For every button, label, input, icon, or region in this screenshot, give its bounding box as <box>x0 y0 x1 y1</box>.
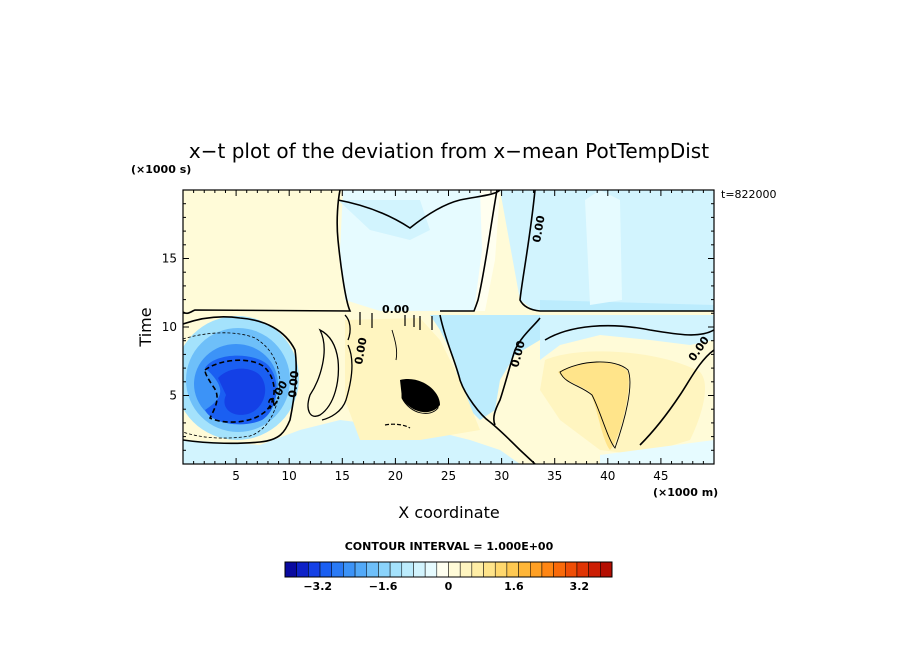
contour-label-c: 0.00 <box>352 336 370 365</box>
region-cool-right <box>540 315 714 360</box>
x-tick-label: 35 <box>547 469 562 483</box>
y-tick-label: 15 <box>162 252 177 266</box>
region-warm-center <box>345 318 480 440</box>
colorbar-swatch <box>331 561 344 578</box>
region-upper-right-lighter <box>585 190 622 305</box>
colorbar-swatch <box>424 561 438 578</box>
y-tick-label: 5 <box>169 389 177 403</box>
region-cool-tongue <box>430 315 540 420</box>
heatmap-field <box>183 190 714 464</box>
contour-zero-right-lower <box>639 349 714 446</box>
contour-zero-center-a <box>307 328 340 417</box>
y-tick-label: 10 <box>162 320 177 334</box>
colorbar-swatch <box>366 561 379 578</box>
contour-zero-center-c <box>344 314 351 341</box>
contour-zero-strip-left <box>440 190 498 312</box>
colorbar-ticks: −3.2 −1.6 0 1.6 3.2 <box>303 580 589 593</box>
contour-zero-center-b <box>321 344 353 421</box>
x-tick-label: 15 <box>335 469 350 483</box>
colorbar-swatch <box>436 561 449 578</box>
contours <box>183 190 714 464</box>
y-unit-label: (×1000 s) <box>131 163 191 176</box>
colorbar-swatch <box>553 561 566 578</box>
y-axis-label: Time <box>136 307 155 347</box>
x-tick-label: 25 <box>441 469 456 483</box>
region-upper-left <box>183 190 343 311</box>
colorbar-tick-label: −1.6 <box>369 580 398 593</box>
time-annotation: t=822000 <box>721 188 777 201</box>
colorbar-tick-label: 3.2 <box>570 580 590 593</box>
x-tick-label: 20 <box>388 469 403 483</box>
colorbar-swatch <box>483 561 496 578</box>
colorbar-swatch <box>284 561 297 578</box>
region-upper-right-deep <box>540 300 714 311</box>
x-axis-ticks: 5 10 15 20 25 30 35 40 45 <box>193 190 704 483</box>
x-axis-label: X coordinate <box>398 503 499 522</box>
colorbar-swatch <box>506 561 519 578</box>
contour-label-b: 0.00 <box>530 214 548 243</box>
contour-zero-tongue-left <box>439 314 536 464</box>
region-bottom-right-cool <box>600 440 714 464</box>
blob-center <box>218 368 266 415</box>
contour-zero-upper-mid <box>337 190 501 229</box>
colorbar-swatch <box>413 561 426 578</box>
contour-plus1-center <box>401 382 439 414</box>
contour-interval-label: CONTOUR INTERVAL = 1.000E+00 <box>345 540 554 553</box>
x-tick-label: 45 <box>653 469 668 483</box>
colorbar-tick-label: 0 <box>445 580 453 593</box>
x-tick-label: 30 <box>494 469 509 483</box>
contour-zero-blob <box>183 316 297 445</box>
colorbar-swatch <box>471 561 484 578</box>
x-tick-label: 40 <box>600 469 615 483</box>
colorbar-swatch <box>378 561 391 578</box>
x-unit-label: (×1000 m) <box>653 486 718 499</box>
colorbar-swatch <box>354 561 368 578</box>
colorbar-swatch <box>319 561 332 578</box>
colorbar-swatch <box>565 561 578 578</box>
colorbar-swatch <box>459 561 473 578</box>
contour-label-a: 0.00 <box>382 303 409 316</box>
colorbar-swatch <box>530 561 543 578</box>
colorbar-swatch <box>600 561 613 578</box>
colorbar-frame <box>284 561 613 578</box>
contour-minus2 <box>204 359 275 423</box>
y-axis-ticks: 5 10 15 <box>162 203 714 451</box>
x-tick-label: 5 <box>232 469 240 483</box>
region-bottom-cool <box>183 420 520 464</box>
colorbar-swatch <box>494 561 508 578</box>
x-tick-label: 10 <box>282 469 297 483</box>
colorbar-swatch <box>308 561 321 578</box>
contour-labels: 0.00 0.00 0.00 0.00 0.00 0.00 -2.00 <box>263 214 712 412</box>
colorbar-swatch <box>541 561 554 578</box>
colorbar-swatch <box>401 561 414 578</box>
colorbar-swatch <box>343 561 356 578</box>
colorbar-swatch <box>296 561 309 578</box>
contour-zero-upper-left <box>183 190 352 315</box>
colorbar-swatch <box>576 561 589 578</box>
region-warm-right-core <box>558 362 629 450</box>
colorbar-tick-label: 1.6 <box>504 580 524 593</box>
colorbar-swatch <box>389 561 403 578</box>
contour-plus1-right <box>559 361 631 449</box>
contour-ticks <box>359 312 433 330</box>
contour-label-d: 0.00 <box>286 370 301 399</box>
contour-zero-right-upper <box>544 324 714 341</box>
chart-title: x−t plot of the deviation from x−mean Po… <box>189 139 709 163</box>
contour-zero-tongue-right <box>493 317 541 426</box>
colorbar <box>284 561 613 578</box>
colorbar-swatch <box>588 561 601 578</box>
contour-minus1 <box>183 332 281 439</box>
contour-plus1-center-b <box>391 329 398 361</box>
region-warm-center-core <box>400 379 440 413</box>
colorbar-tick-label: −3.2 <box>303 580 332 593</box>
contour-minus-small <box>384 423 411 429</box>
colorbar-swatch <box>448 561 461 578</box>
contour-zero-strip-right <box>519 190 714 312</box>
colorbar-swatch <box>518 561 531 578</box>
region-upper-center-deep <box>338 200 430 240</box>
